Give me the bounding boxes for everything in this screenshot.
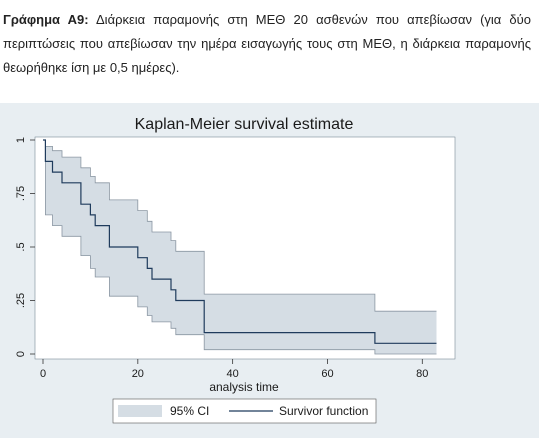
ci-lower-line xyxy=(43,139,437,355)
y-tick-label: .75 xyxy=(15,186,27,201)
legend-survivor-label: Survivor function xyxy=(279,404,368,418)
ci-band-layer xyxy=(43,139,437,355)
chart-title: Kaplan-Meier survival estimate xyxy=(135,116,354,133)
ci-band-fill xyxy=(43,140,437,354)
x-tick-label: 60 xyxy=(321,368,333,380)
x-tick-label: 80 xyxy=(416,368,428,380)
chart-figure: Kaplan-Meier survival estimate 0 20 40 60 80… xyxy=(0,103,539,438)
axis-layer: 0 20 40 60 80 0 .25 .5 .75 1 xyxy=(15,137,428,380)
x-tick-label: 40 xyxy=(227,368,239,380)
y-tick-label: 1 xyxy=(15,137,27,143)
y-tick-label: 0 xyxy=(15,351,27,357)
km-chart: Kaplan-Meier survival estimate 0 20 40 60 80… xyxy=(5,108,529,430)
caption-text: Διάρκεια παραμονής στη ΜΕΘ 20 ασθενών πο… xyxy=(3,12,531,75)
series-line-survivor-function xyxy=(43,139,437,344)
y-tick-label: .25 xyxy=(15,293,27,308)
caption-label: Γράφημα Α9: xyxy=(3,12,89,27)
legend-ci-swatch xyxy=(118,405,162,417)
figure-caption: Γράφημα Α9: Διάρκεια παραμονής στη ΜΕΘ 2… xyxy=(3,8,531,80)
legend: 95% CI Survivor function xyxy=(112,398,377,424)
legend-ci-label: 95% CI xyxy=(170,404,209,418)
ci-upper-line xyxy=(43,139,437,312)
series-layer xyxy=(43,139,437,344)
x-axis-label: analysis time xyxy=(209,380,279,394)
y-tick-label: .5 xyxy=(15,242,27,251)
x-tick-label: 0 xyxy=(40,368,46,380)
x-tick-label: 20 xyxy=(132,368,144,380)
